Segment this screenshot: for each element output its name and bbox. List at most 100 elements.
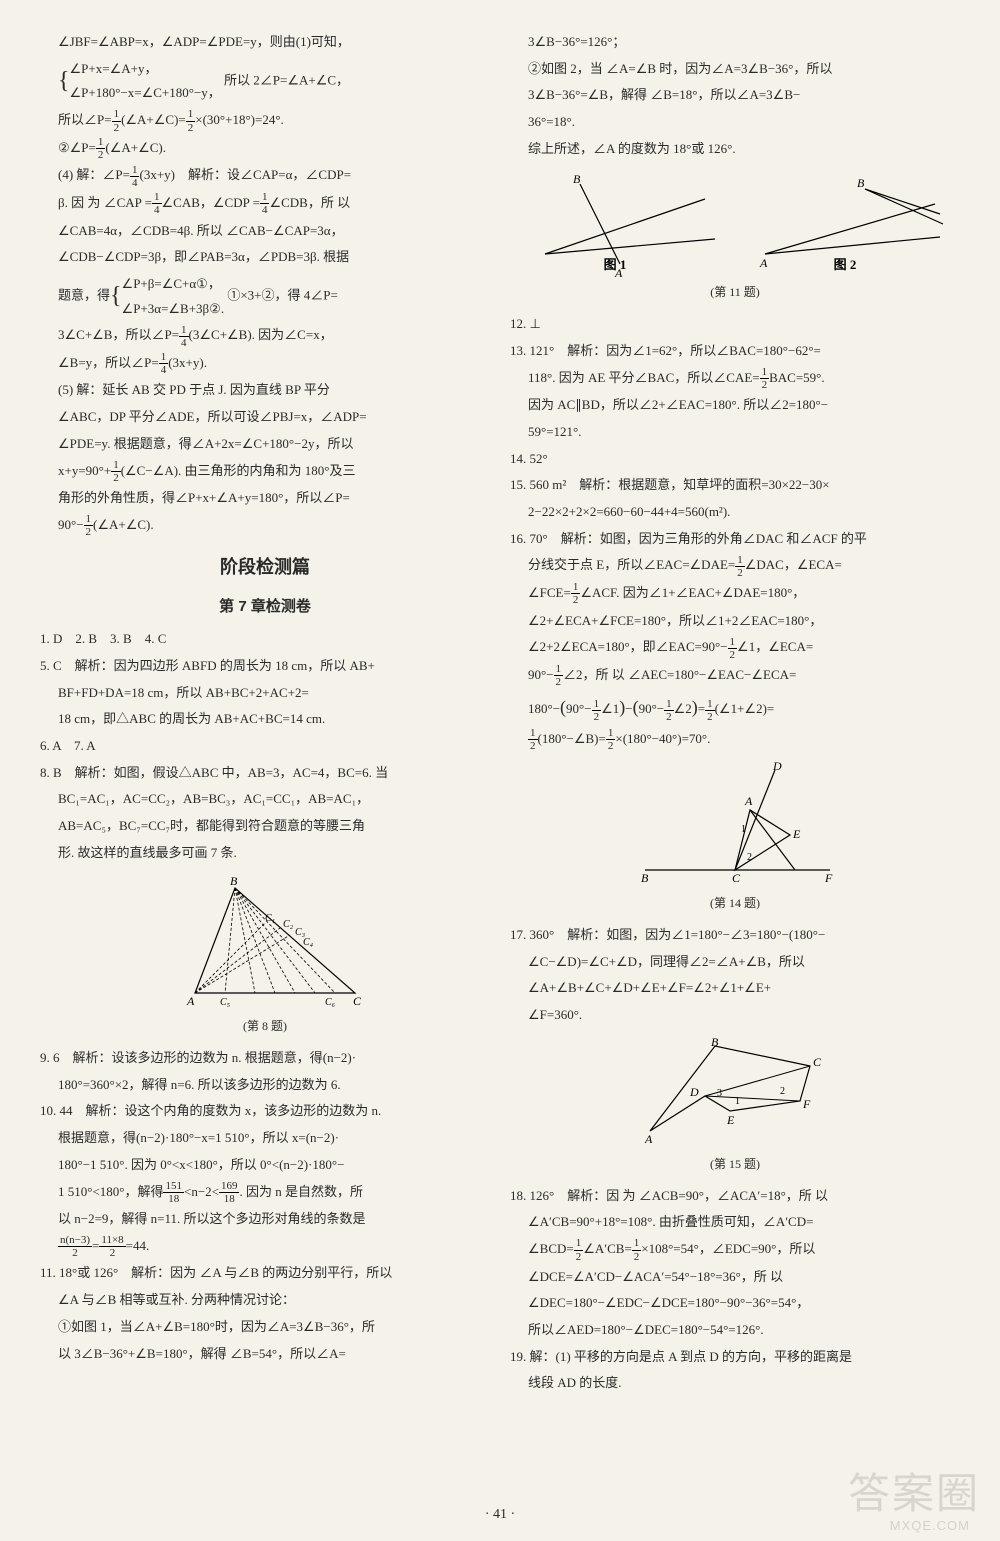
text-line: BC₁=AC₁，AC=CC₂，AB=BC₃，AC₁=CC₁，AB=AC₁， [40,787,490,812]
t: ×(30°+18°)=24°. [195,112,284,127]
answer-line: 16. 70° 解析：如图，因为三角形的外角∠DAC 和∠ACF 的平 [510,527,960,552]
text-line: ∠FCE=12∠ACF. 因为∠1+∠EAC+∠DAE=180°， [510,581,960,607]
t: (3∠C+∠B). 因为∠C=x， [189,327,333,342]
text-line: ∠CDB−∠CDP=3β，即∠PAB=3α，∠PDB=3β. 根据 [40,245,490,270]
text-line: 2−22×2+2×2=660−60−44+4=560(m²). [510,500,960,525]
answer-line: 5. C 解析：因为四边形 ABFD 的周长为 18 cm，所以 AB+ [40,654,490,679]
t: = [698,701,705,716]
diagram-q15: A B C F E D 3 1 2 (第 15 题) [510,1036,960,1176]
svg-text:1: 1 [735,1096,740,1107]
text-line: 角形的外角性质，得∠P+x+∠A+y=180°，所以∠P= [40,486,490,511]
svg-text:1: 1 [741,824,746,835]
text-line: 18 cm，即△ABC 的周长为 AB+AC+BC=14 cm. [40,707,490,732]
t: <n−2< [184,1184,219,1199]
text-line: ∠F=360°. [510,1003,960,1028]
text-line: 180°−1 510°. 因为 0°<x<180°，所以 0°<(n−2)·18… [40,1153,490,1178]
text-line: ②如图 2，当 ∠A=∠B 时，因为∠A=3∠B−36°，所以 [510,57,960,82]
text-line: ∠2+∠ECA+∠FCE=180°，所以∠1+2∠EAC=180°， [510,609,960,634]
t: β. 因 为 ∠CAP = [58,195,152,210]
answer-line: 18. 126° 解析：因 为 ∠ACB=90°，∠ACA′=18°，所 以 [510,1184,960,1209]
text-line: 180°−(90°−12∠1)−(90°−12∠2)=12(∠1+∠2)= [510,690,960,724]
t: ∠FCE= [528,585,571,600]
svg-text:A: A [644,1132,653,1146]
eq: ∠P+x=∠A+y， [70,61,158,76]
text-line: ∠DEC=180°−∠EDC−∠DCE=180°−90°−36°=54°， [510,1291,960,1316]
text-line: ∠BCD=12∠A′CB=12×108°=54°，∠EDC=90°，所以 [510,1237,960,1263]
t: (∠A+∠C)= [121,112,186,127]
svg-text:图 2: 图 2 [834,257,857,272]
text-line: ∠A 与∠B 相等或互补. 分两种情况讨论： [40,1288,490,1313]
subsection-title: 第 7 章检测卷 [40,593,490,622]
svg-text:2: 2 [747,852,752,863]
t: − [625,701,632,716]
text-line: 59°=121°. [510,420,960,445]
watermark: 答案圈 [848,1460,980,1521]
t: ∠2 [674,701,692,716]
t: ①×3+②，得 4∠P= [227,288,337,303]
svg-text:C: C [732,871,741,885]
svg-text:F: F [802,1097,811,1111]
svg-text:D: D [772,760,782,773]
diagram-q14: D A E B C F 1 2 (第 14 题) [510,760,960,915]
text-line: 90°−12(∠A+∠C). [40,513,490,539]
t: (3x+y). [168,355,207,370]
t: 所以∠P= [58,112,112,127]
text-line: 3∠C+∠B，所以∠P=14(3∠C+∠B). 因为∠C=x， [40,323,490,349]
t: 90°− [566,701,592,716]
text-line: ∠PDE=y. 根据题意，得∠A+2x=∠C+180°−2y，所以 [40,432,490,457]
t: 90°− [639,701,665,716]
text-line: 以 3∠B−36°+∠B=180°，解得 ∠B=54°，所以∠A= [40,1342,490,1367]
caption: (第 14 题) [510,892,960,915]
text-line: β. 因 为 ∠CAP =14∠CAB，∠CDP =14∠CDB，所 以 [40,191,490,217]
answer-line: 6. A 7. A [40,734,490,759]
text-line: 3∠B−36°=126°； [510,30,960,55]
svg-text:D: D [689,1085,699,1099]
t: ∠1 [601,701,619,716]
svg-text:C₁: C₁ [265,913,275,924]
answer-line: 15. 560 m² 解析：根据题意，知草坪的面积=30×22−30× [510,473,960,498]
text-line: x+y=90°+12(∠C−∠A). 由三角形的内角和为 180°及三 [40,459,490,485]
svg-text:B: B [857,176,865,190]
svg-text:B: B [230,874,238,888]
eq: ∠P+180°−x=∠C+180°−y， [70,85,221,100]
t: 180°− [528,701,560,716]
t: ×108°=54°，∠EDC=90°，所以 [641,1241,815,1256]
t: =44. [126,1238,150,1253]
svg-text:A: A [759,256,768,270]
text-line: AB=AC₅，BC₇=CC₇时，都能得到符合题意的等腰三角 [40,814,490,839]
text-line: 所以∠P=12(∠A+∠C)=12×(30°+18°)=24°. [40,108,490,134]
text-line: 180°=360°×2，解得 n=6. 所以该多边形的边数为 6. [40,1073,490,1098]
svg-text:A: A [186,994,195,1008]
text-line: 118°. 因为 AE 平分∠BAC，所以∠CAE=12BAC=59°. [510,366,960,392]
eq: ∠P+3α=∠B+3β②. [122,301,225,316]
text-line: 题意，得{∠P+β=∠C+α①，∠P+3α=∠B+3β②. ①×3+②，得 4∠… [40,272,490,321]
t: x+y=90°+ [58,463,111,478]
text-line: ∠2+2∠ECA=180°，即∠EAC=90°−12∠1，∠ECA= [510,635,960,661]
text-line: 所以∠AED=180°−∠DEC=180°−54°=126°. [510,1318,960,1343]
answer-line: 12. ⊥ [510,312,960,337]
text-line: ②∠P=12(∠A+∠C). [40,136,490,162]
caption: (第 8 题) [40,1015,490,1038]
text-line: 因为 AC∥BD，所以∠2+∠EAC=180°. 所以∠2=180°− [510,393,960,418]
t: ×(180°−40°)=70°. [615,731,710,746]
t: ②∠P= [58,140,96,155]
answer-line: 14. 52° [510,447,960,472]
two-column-layout: ∠JBF=∠ABP=x，∠ADP=∠PDE=y，则由(1)可知， {∠P+x=∠… [40,30,960,1398]
svg-text:C₅: C₅ [220,997,231,1008]
svg-text:B: B [573,172,581,186]
text-line: 3∠B−36°=∠B，解得 ∠B=18°，所以∠A=3∠B− [510,83,960,108]
svg-text:C: C [353,994,362,1008]
t: (180°−∠B)= [538,731,606,746]
t: ∠CAB，∠CDP = [162,195,260,210]
answer-line: 8. B 解析：如图，假设△ABC 中，AB=3，AC=4，BC=6. 当 [40,761,490,786]
t: . 因为 n 是自然数，所 [239,1184,363,1199]
answer-line: 1. D 2. B 3. B 4. C [40,627,490,652]
text-line: 线段 AD 的长度. [510,1371,960,1396]
t: ∠1，∠ECA= [737,639,813,654]
text-line: {∠P+x=∠A+y，∠P+180°−x=∠C+180°−y， 所以 2∠P=∠… [40,57,490,106]
svg-text:3: 3 [717,1088,722,1099]
t: (3x+y) 解析：设∠CAP=α，∠CDP= [139,167,351,182]
t: 1 510°<180°，解得 [58,1184,163,1199]
text-line: n(n−3)2=11×82=44. [40,1234,490,1260]
t: ∠2，所 以 ∠AEC=180°−∠EAC−∠ECA= [563,667,796,682]
